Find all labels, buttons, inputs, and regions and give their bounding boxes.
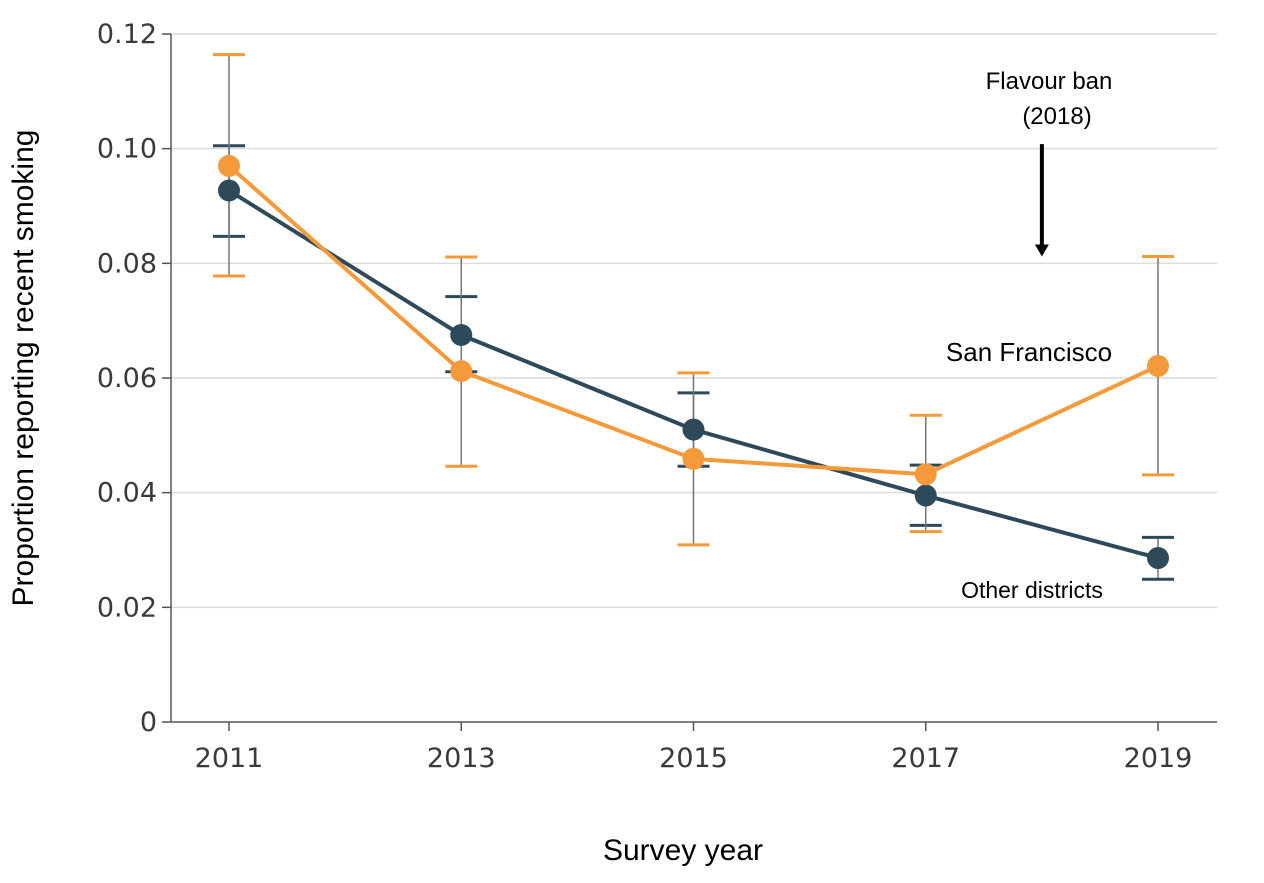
data-point-san-francisco-1 bbox=[450, 360, 473, 383]
data-point-other-districts-4 bbox=[1147, 547, 1169, 570]
data-point-san-francisco-2 bbox=[682, 447, 705, 470]
error-bars bbox=[213, 53, 1174, 581]
x-axis-title: Survey year bbox=[603, 834, 763, 867]
data-point-san-francisco-3 bbox=[914, 463, 937, 486]
y-tick-label-4: 0.08 bbox=[97, 248, 157, 279]
y-tick-label-0: 0 bbox=[140, 707, 157, 738]
tick-labels: 0 0.02 0.04 0.06 0.08 0.10 0.12 2011 2013 2015 201… bbox=[97, 19, 1192, 774]
y-tick-label-3: 0.06 bbox=[97, 363, 157, 394]
flavour-ban-arrow-head bbox=[1034, 244, 1049, 257]
data-points bbox=[218, 154, 1169, 570]
data-point-san-francisco-4 bbox=[1147, 354, 1169, 377]
x-tick-label-3: 2017 bbox=[891, 743, 960, 774]
data-point-other-districts-1 bbox=[450, 324, 473, 346]
data-point-other-districts-0 bbox=[218, 179, 240, 202]
x-tick-label-2: 2015 bbox=[659, 743, 728, 774]
x-tick-label-0: 2011 bbox=[195, 743, 264, 774]
y-tick-label-1: 0.02 bbox=[97, 592, 157, 623]
series-label-other-districts: Other districts bbox=[961, 577, 1103, 603]
axes bbox=[162, 33, 1217, 731]
y-axis-title: Proportion reporting recent smoking bbox=[7, 130, 40, 607]
x-tick-label-4: 2019 bbox=[1124, 743, 1193, 774]
flavour-ban-annotation-line2: (2018) bbox=[1022, 103, 1091, 130]
series-label-san-francisco: San Francisco bbox=[946, 337, 1112, 367]
data-point-other-districts-3 bbox=[914, 484, 937, 507]
data-point-san-francisco-0 bbox=[218, 154, 240, 177]
y-tick-label-5: 0.10 bbox=[97, 134, 157, 165]
y-tick-label-6: 0.12 bbox=[97, 19, 157, 50]
y-tick-label-2: 0.04 bbox=[97, 478, 157, 509]
x-tick-label-1: 2013 bbox=[427, 743, 496, 774]
flavour-ban-annotation-line1: Flavour ban bbox=[986, 68, 1113, 95]
data-point-other-districts-2 bbox=[682, 418, 705, 441]
